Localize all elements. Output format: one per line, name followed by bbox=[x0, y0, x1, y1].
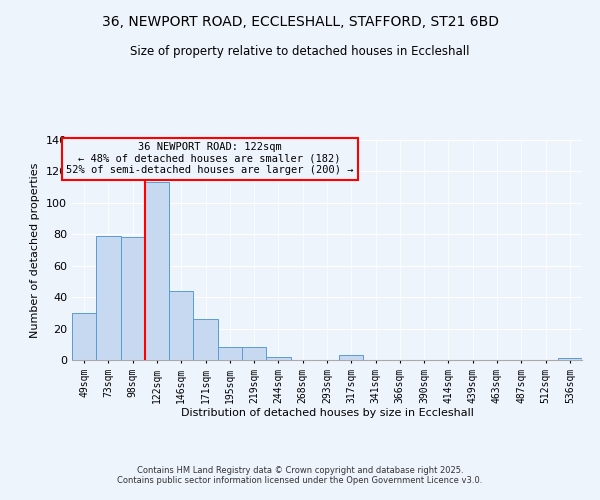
Bar bbox=[193, 319, 218, 360]
Bar bbox=[242, 348, 266, 360]
Bar bbox=[339, 356, 364, 360]
Text: 36 NEWPORT ROAD: 122sqm
← 48% of detached houses are smaller (182)
52% of semi-d: 36 NEWPORT ROAD: 122sqm ← 48% of detache… bbox=[66, 142, 353, 176]
Bar bbox=[121, 238, 145, 360]
Text: 36, NEWPORT ROAD, ECCLESHALL, STAFFORD, ST21 6BD: 36, NEWPORT ROAD, ECCLESHALL, STAFFORD, … bbox=[101, 15, 499, 29]
Bar bbox=[218, 348, 242, 360]
Bar bbox=[72, 313, 96, 360]
Bar bbox=[169, 291, 193, 360]
Bar bbox=[145, 182, 169, 360]
Y-axis label: Number of detached properties: Number of detached properties bbox=[31, 162, 40, 338]
X-axis label: Distribution of detached houses by size in Eccleshall: Distribution of detached houses by size … bbox=[181, 408, 473, 418]
Bar bbox=[266, 357, 290, 360]
Text: Size of property relative to detached houses in Eccleshall: Size of property relative to detached ho… bbox=[130, 45, 470, 58]
Bar bbox=[96, 236, 121, 360]
Bar bbox=[558, 358, 582, 360]
Text: Contains HM Land Registry data © Crown copyright and database right 2025.
Contai: Contains HM Land Registry data © Crown c… bbox=[118, 466, 482, 485]
